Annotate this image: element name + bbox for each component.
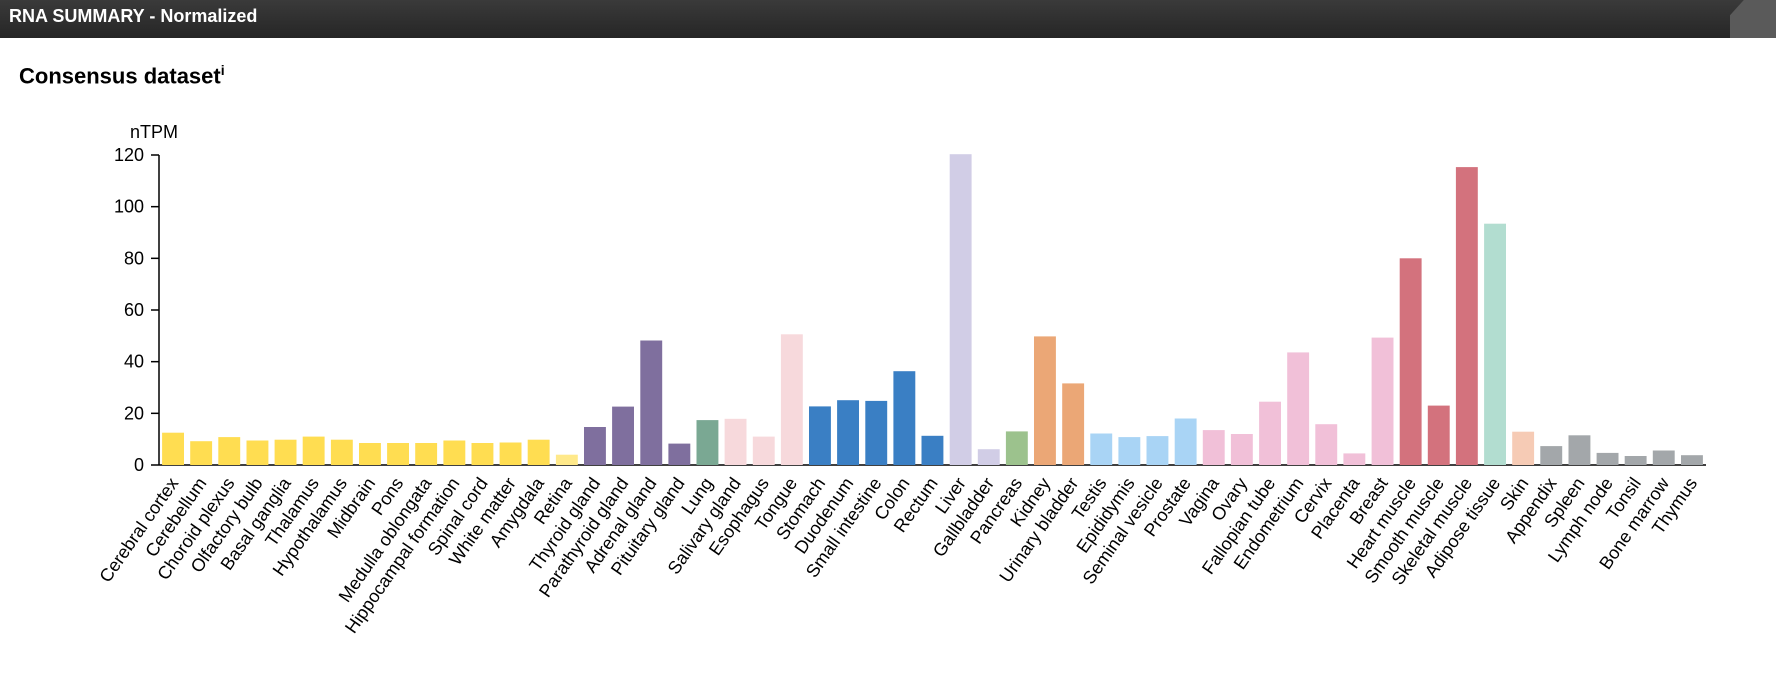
bar-duodenum[interactable]	[837, 400, 859, 465]
bar-spinal-cord[interactable]	[471, 443, 494, 465]
bar-colon[interactable]	[893, 371, 916, 465]
bar-small-intestine[interactable]	[865, 400, 888, 465]
bar-ovary[interactable]	[1230, 434, 1253, 465]
bar-bone-marrow[interactable]	[1652, 450, 1675, 466]
bar-appendix[interactable]	[1540, 446, 1563, 465]
bar-epididymis[interactable]	[1118, 437, 1141, 465]
y-tick-label: 100	[114, 197, 144, 217]
bar-cerebellum[interactable]	[190, 441, 213, 465]
y-axis-label: nTPM	[130, 122, 178, 142]
bar-esophagus[interactable]	[752, 436, 775, 465]
bar-retina[interactable]	[555, 454, 578, 465]
bar-gallbladder[interactable]	[977, 449, 1000, 465]
bar-kidney[interactable]	[1034, 336, 1056, 465]
y-tick-label: 20	[124, 403, 144, 423]
bar-heart-muscle[interactable]	[1399, 258, 1422, 465]
bar-liver[interactable]	[949, 154, 972, 465]
bar-choroid-plexus[interactable]	[218, 437, 241, 465]
bar-adipose-tissue[interactable]	[1484, 223, 1506, 465]
bar-urinary-bladder[interactable]	[1062, 383, 1085, 465]
bar-lymph-node[interactable]	[1596, 452, 1619, 465]
bar-cervix[interactable]	[1315, 424, 1338, 465]
bar-breast[interactable]	[1371, 337, 1394, 465]
bar-hypothalamus[interactable]	[330, 439, 353, 465]
bar-basal-ganglia[interactable]	[274, 439, 297, 465]
bar-pons[interactable]	[387, 443, 409, 465]
y-tick-label: 40	[124, 352, 144, 372]
bar-stomach[interactable]	[809, 406, 831, 465]
bar-vagina[interactable]	[1202, 430, 1225, 465]
bar-endometrium[interactable]	[1287, 352, 1310, 465]
bar-medulla-oblongata[interactable]	[415, 443, 438, 465]
bar-cerebral-cortex[interactable]	[162, 432, 184, 465]
bar-skin[interactable]	[1512, 431, 1535, 465]
bar-placenta[interactable]	[1343, 453, 1366, 465]
bar-seminal-vesicle[interactable]	[1146, 436, 1169, 465]
y-tick-label: 80	[124, 248, 144, 268]
bar-pancreas[interactable]	[1005, 431, 1028, 465]
bar-thalamus[interactable]	[302, 436, 325, 465]
bar-tonsil[interactable]	[1624, 456, 1647, 465]
y-tick-label: 120	[114, 145, 144, 165]
bar-tongue[interactable]	[780, 334, 803, 465]
section-title-text: Consensus dataset	[19, 63, 221, 89]
info-icon[interactable]: i	[220, 62, 225, 78]
bar-olfactory-bulb[interactable]	[246, 440, 269, 466]
bars	[162, 154, 1703, 465]
bar-rectum[interactable]	[921, 435, 944, 465]
bar-thyroid-gland[interactable]	[584, 427, 606, 465]
panel-header: RNA SUMMARY - Normalized	[0, 0, 1776, 38]
bar-prostate[interactable]	[1174, 418, 1197, 466]
bar-parathyroid-gland[interactable]	[612, 406, 634, 465]
y-tick-label: 60	[124, 300, 144, 320]
bar-lung[interactable]	[696, 420, 719, 465]
bar-white-matter[interactable]	[499, 442, 522, 466]
bar-adrenal-gland[interactable]	[640, 340, 663, 466]
bar-skeletal-muscle[interactable]	[1455, 167, 1478, 465]
bar-salivary-gland[interactable]	[724, 418, 747, 465]
bar-spleen[interactable]	[1568, 435, 1591, 465]
bar-midbrain[interactable]	[359, 443, 381, 465]
bar-smooth-muscle[interactable]	[1427, 405, 1450, 465]
y-tick-label: 0	[134, 455, 144, 475]
bar-pituitary-gland[interactable]	[668, 443, 691, 465]
bar-thymus[interactable]	[1681, 455, 1703, 465]
section-title: Consensus dataseti	[19, 62, 225, 89]
bar-fallopian-tube[interactable]	[1259, 401, 1281, 465]
bar-hippocampal-formation[interactable]	[443, 440, 466, 466]
panel-title: RNA SUMMARY - Normalized	[9, 6, 258, 26]
bar-amygdala[interactable]	[527, 439, 550, 465]
bar-testis[interactable]	[1090, 433, 1113, 466]
